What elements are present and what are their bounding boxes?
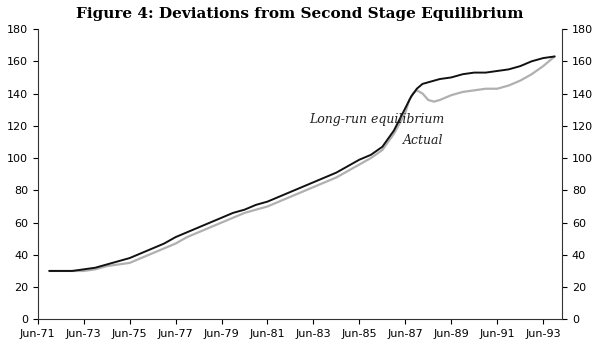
Text: Actual: Actual [403,134,443,147]
Title: Figure 4: Deviations from Second Stage Equilibrium: Figure 4: Deviations from Second Stage E… [76,7,524,21]
Text: Long-run equilibrium: Long-run equilibrium [309,112,444,126]
